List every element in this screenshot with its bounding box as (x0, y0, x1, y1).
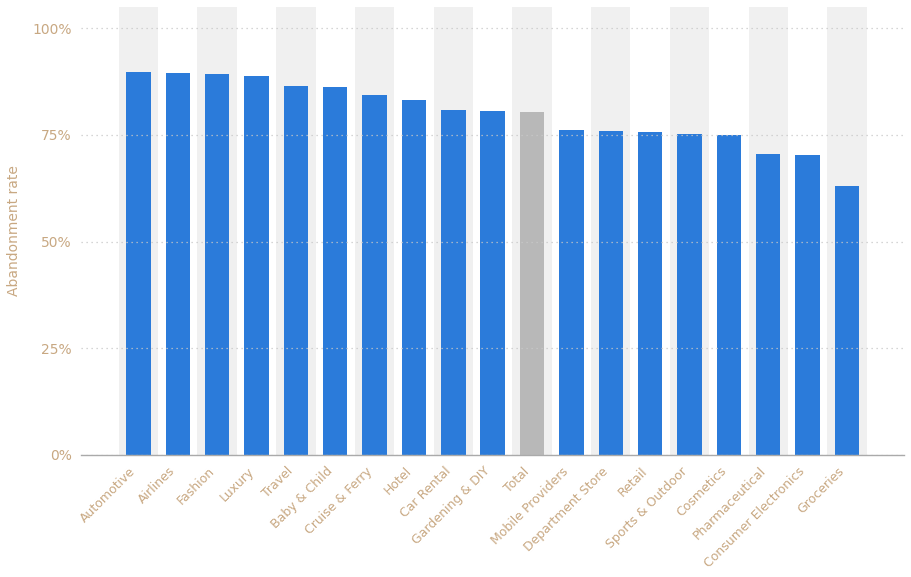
Bar (638, 132, 662, 455)
Bar (591, 7, 630, 455)
Bar (205, 74, 230, 455)
Bar (599, 131, 623, 455)
Bar (434, 7, 473, 455)
Bar (520, 113, 544, 455)
Bar (559, 130, 584, 455)
Bar (827, 7, 866, 455)
Bar (355, 7, 394, 455)
Bar (756, 153, 781, 455)
Bar (441, 110, 466, 455)
Bar (198, 7, 237, 455)
Bar (795, 155, 820, 455)
Bar (677, 134, 701, 455)
Bar (118, 7, 158, 455)
Bar (402, 100, 426, 455)
Bar (276, 7, 315, 455)
Bar (166, 73, 189, 455)
Y-axis label: Abandonment rate: Abandonment rate (7, 166, 21, 297)
Bar (126, 72, 150, 455)
Bar (512, 7, 552, 455)
Bar (283, 87, 308, 455)
Bar (480, 111, 505, 455)
Bar (363, 95, 387, 455)
Bar (244, 76, 269, 455)
Bar (717, 136, 741, 455)
Bar (834, 186, 859, 455)
Bar (749, 7, 788, 455)
Bar (323, 87, 347, 455)
Bar (670, 7, 709, 455)
